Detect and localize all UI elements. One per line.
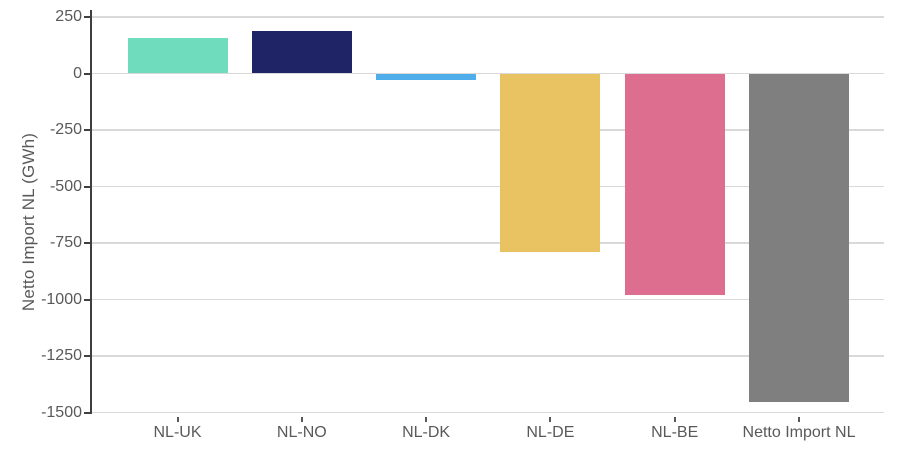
bar-nl-uk xyxy=(127,38,228,74)
y-axis-tick xyxy=(84,16,91,18)
gridline xyxy=(91,411,884,414)
y-axis-tick xyxy=(84,298,91,301)
gridline xyxy=(91,355,884,357)
y-axis-tick xyxy=(84,129,91,131)
y-axis-tick xyxy=(84,242,91,244)
x-tick-label-nl-be: NL-BE xyxy=(651,424,699,441)
y-axis-tick xyxy=(84,355,91,357)
y-tick-label: -500 xyxy=(49,177,82,195)
gridline xyxy=(91,72,884,75)
bar-netto-import-nl xyxy=(749,73,849,403)
x-tick-label-nl-no: NL-NO xyxy=(276,424,327,441)
x-tick-label-netto-import-nl: Netto Import NL xyxy=(742,424,856,441)
y-axis-tick xyxy=(84,72,91,75)
bar-nl-no xyxy=(251,30,352,74)
y-tick-label: -1500 xyxy=(41,403,82,421)
x-tick-label-nl-dk: NL-DK xyxy=(402,424,451,441)
x-axis-tick xyxy=(300,417,303,422)
gridline xyxy=(91,185,884,188)
x-axis-tick xyxy=(549,417,552,422)
bar-nl-de xyxy=(500,73,601,253)
x-axis-tick xyxy=(673,417,676,422)
y-tick-label: 250 xyxy=(55,8,82,25)
y-axis-line xyxy=(90,10,92,414)
y-axis-tick xyxy=(84,185,91,188)
x-axis-tick xyxy=(798,417,800,422)
y-axis-tick xyxy=(84,411,91,414)
y-axis-title: Netto Import NL (GWh) xyxy=(19,132,38,312)
x-tick-label-nl-uk: NL-UK xyxy=(153,424,202,441)
y-tick-label: -750 xyxy=(49,234,82,251)
gridline xyxy=(91,298,884,301)
y-tick-label: -1250 xyxy=(41,347,82,364)
y-tick-label: 0 xyxy=(73,64,82,82)
y-tick-label: -250 xyxy=(49,121,82,138)
bar-nl-be xyxy=(624,73,725,295)
x-axis-tick xyxy=(425,417,428,422)
x-axis-tick xyxy=(176,417,179,422)
gridline xyxy=(91,129,884,131)
gridline xyxy=(91,242,884,244)
bar-nl-dk xyxy=(376,73,477,81)
y-tick-label: -1000 xyxy=(41,290,82,308)
x-tick-label-nl-de: NL-DE xyxy=(526,424,575,441)
gridline xyxy=(91,16,884,18)
